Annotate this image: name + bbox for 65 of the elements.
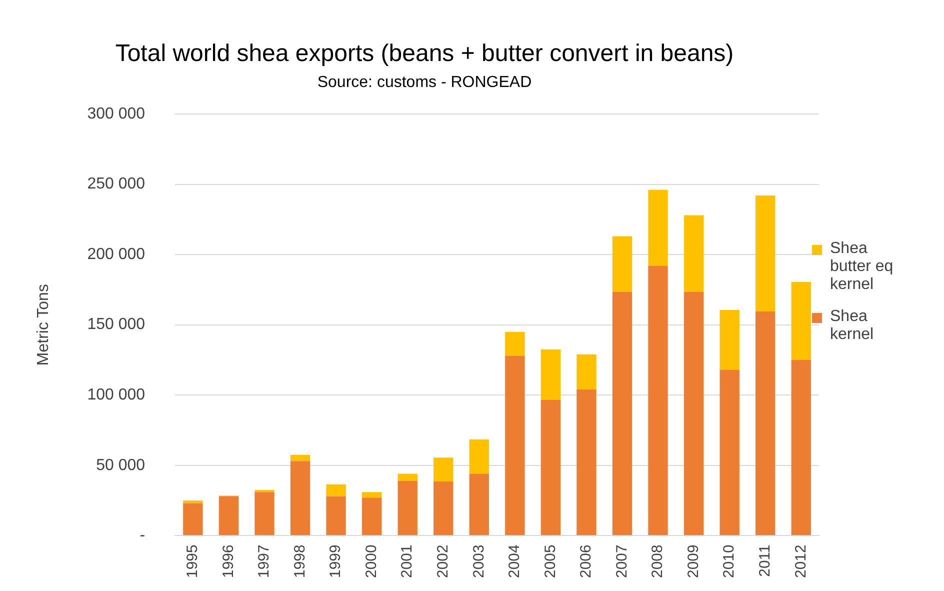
y-tick-label: 300 000 [87, 105, 146, 122]
bar [183, 500, 203, 504]
bar [218, 496, 239, 536]
bar [469, 474, 489, 536]
bar [791, 360, 811, 536]
chart-title: Total world shea exports (beans + butter convert in beans) [115, 40, 734, 68]
bar [326, 496, 346, 536]
bar [254, 492, 274, 536]
bar [720, 370, 740, 536]
y-tick-label: 50 000 [96, 456, 146, 474]
bar [398, 474, 418, 481]
x-tick-label: 1998 [291, 544, 308, 578]
x-tick-label: 2012 [792, 544, 810, 578]
bar [756, 196, 776, 312]
bar [576, 389, 596, 536]
bar [791, 282, 811, 360]
x-tick-label: 2005 [542, 544, 559, 578]
bar [434, 482, 454, 536]
x-tick-label: 2008 [649, 544, 666, 578]
legend-label: Shea kernel [830, 308, 875, 344]
bar [434, 458, 454, 482]
legend-label: Shea butter eq kernel [830, 240, 894, 294]
bar [576, 354, 596, 390]
x-tick-label: 2002 [434, 544, 452, 578]
x-tick-label: 2007 [613, 544, 630, 578]
x-tick-label: 1997 [256, 544, 273, 578]
x-tick-label: 1995 [184, 544, 202, 578]
y-axis-title: Metric Tons [35, 284, 52, 366]
y-tick-label: 150 000 [87, 316, 146, 334]
y-tick-label: 250 000 [87, 176, 146, 193]
x-tick-label: 2006 [578, 544, 595, 578]
x-tick-label: 1996 [220, 544, 237, 578]
bar [254, 490, 274, 492]
bar [612, 292, 632, 536]
bar [469, 439, 489, 474]
y-tick-label: 100 000 [87, 386, 146, 404]
bar [362, 498, 382, 536]
x-tick-label: 2004 [506, 544, 524, 578]
bar [326, 484, 346, 496]
bar [290, 461, 310, 536]
bar [362, 492, 382, 498]
x-tick-label: 2009 [684, 544, 702, 578]
bar [612, 236, 632, 292]
bar [756, 311, 776, 536]
bar [684, 292, 704, 536]
x-tick-label: 2003 [470, 544, 488, 578]
bar [684, 215, 704, 292]
y-tick-label: - [140, 527, 146, 544]
x-tick-label: 2010 [720, 544, 738, 578]
x-tick-label: 2011 [756, 544, 774, 577]
bar [648, 190, 668, 266]
bar [540, 400, 561, 536]
bar [398, 480, 418, 536]
bar [505, 356, 525, 536]
bar [505, 332, 525, 356]
x-tick-label: 1999 [327, 544, 344, 578]
bar [648, 266, 668, 536]
chart-subtitle: Source: customs - RONGEAD [317, 74, 532, 91]
bar [720, 310, 740, 370]
x-tick-label: 2001 [398, 544, 416, 578]
bar [183, 503, 203, 536]
y-tick-label: 200 000 [87, 246, 146, 263]
bar [540, 349, 561, 400]
x-tick-label: 2000 [362, 544, 380, 578]
bar [290, 454, 310, 462]
